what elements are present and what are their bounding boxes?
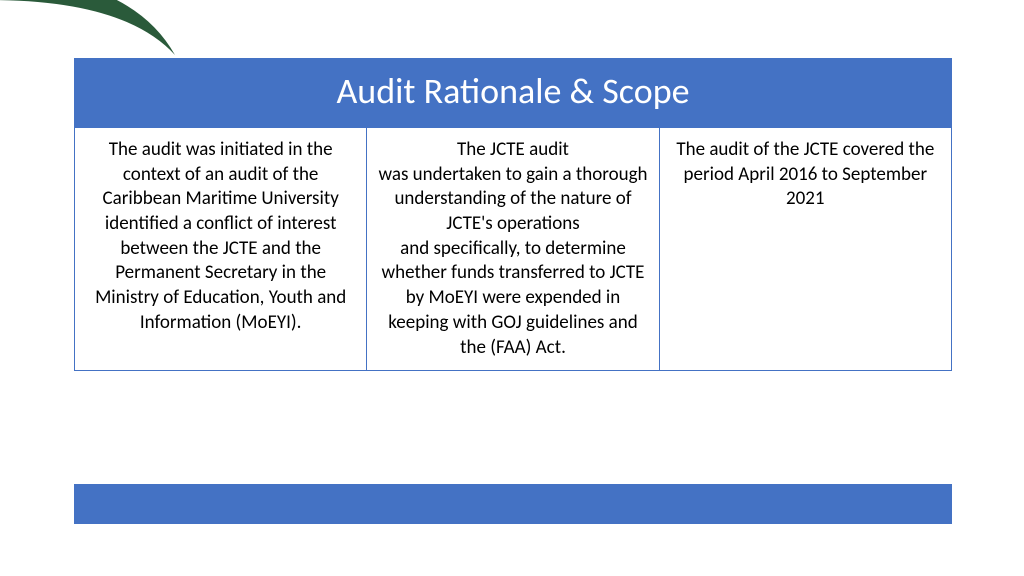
slide-content: Audit Rationale & Scope The audit was in… — [74, 58, 952, 371]
column-3: The audit of the JCTE covered the period… — [660, 128, 952, 371]
column-2: The JCTE auditwas undertaken to gain a t… — [367, 128, 659, 371]
columns-row: The audit was initiated in the context o… — [74, 128, 952, 371]
bottom-accent-bar — [74, 484, 952, 524]
column-1: The audit was initiated in the context o… — [74, 128, 367, 371]
slide-title: Audit Rationale & Scope — [74, 58, 952, 128]
